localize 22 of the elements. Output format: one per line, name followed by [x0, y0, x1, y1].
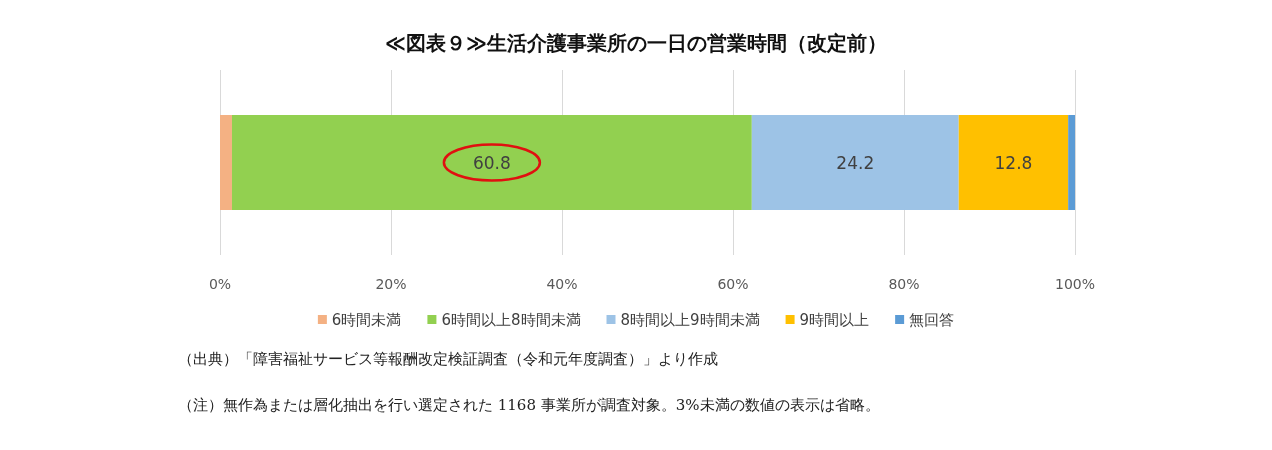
chart-title: ≪図表９≫生活介護事業所の一日の営業時間（改定前） — [385, 31, 887, 55]
x-tick-label: 20% — [375, 276, 407, 292]
x-tick-label: 60% — [717, 276, 749, 292]
text: （出典）「障害福祉サービス等報酬改定検証調査（令和元年度調査）」より作成 — [178, 350, 718, 369]
legend-label: 9時間以上 — [799, 310, 870, 329]
bar — [958, 115, 1069, 210]
bar — [751, 115, 959, 210]
legend-label: 6時間以上8時間未満 — [441, 310, 581, 329]
data-label: 24.2 — [836, 152, 875, 173]
legend-label: 無回答 — [909, 310, 955, 329]
text: （注）無作為または層化抽出を行い選定された 1168 事業所が調査対象。3%未満の数値の表示は省略。 — [178, 396, 880, 415]
x-tick-label: 40% — [546, 276, 578, 292]
data-label: 60.8 — [472, 152, 511, 173]
bar — [220, 115, 232, 210]
bar — [1068, 115, 1075, 210]
x-tick-label: 100% — [1054, 276, 1096, 292]
data-label: 12.8 — [994, 152, 1033, 173]
x-tick-label: 80% — [888, 276, 920, 292]
bar — [231, 115, 752, 210]
legend-label: 8時間以上9時間未満 — [620, 310, 760, 329]
legend-label: 6時間未満 — [331, 310, 402, 329]
x-tick-label: 0% — [208, 276, 232, 292]
